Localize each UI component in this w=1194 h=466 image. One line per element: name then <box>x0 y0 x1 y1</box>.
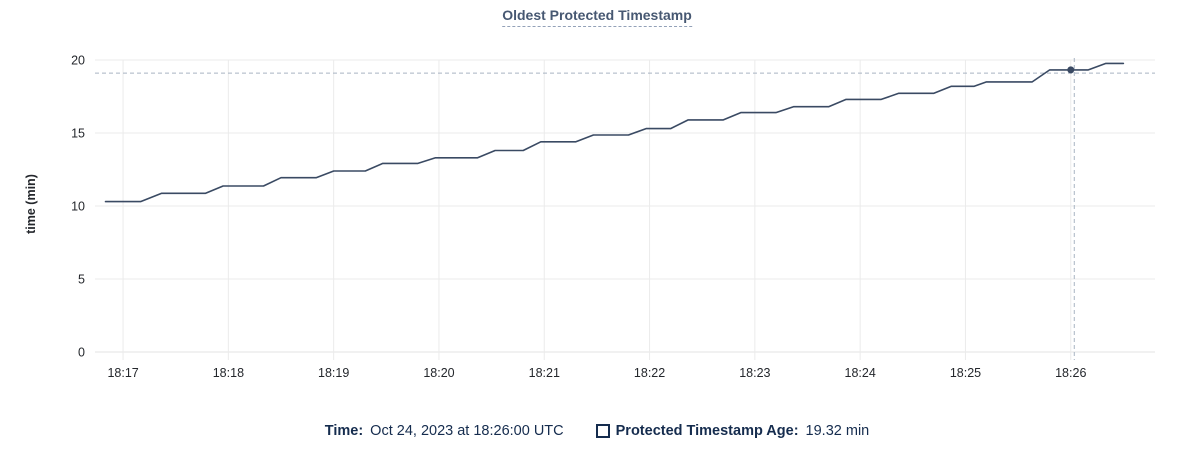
x-tick-label: 18:18 <box>213 366 244 380</box>
y-tick-label: 0 <box>78 346 85 360</box>
legend-time-label: Time: <box>324 423 364 439</box>
chart-legend: Time: Oct 24, 2023 at 18:26:00 UTC Prote… <box>0 423 1194 439</box>
chart-plot-area[interactable]: 0 5 10 15 20 18:17 18:18 18:19 18:20 18:21 18:22 18… <box>0 0 1194 400</box>
x-tick-label: 18:20 <box>423 366 454 380</box>
y-tick-label: 5 <box>78 273 85 287</box>
series-line <box>104 62 1125 203</box>
x-tick-label: 18:22 <box>634 366 665 380</box>
y-tick-label: 15 <box>71 127 85 141</box>
x-tick-label: 18:25 <box>950 366 981 380</box>
legend-series-value: 19.32 min <box>805 423 870 439</box>
legend-series-label: Protected Timestamp Age: <box>615 423 799 439</box>
x-tick-label: 18:24 <box>845 366 876 380</box>
legend-series-item[interactable]: Protected Timestamp Age: 19.32 min <box>595 423 870 439</box>
x-tick-label: 18:26 <box>1055 366 1086 380</box>
x-tick-label: 18:19 <box>318 366 349 380</box>
x-tick-label: 18:23 <box>739 366 770 380</box>
y-tick-label: 20 <box>71 54 85 68</box>
legend-time-item: Time: Oct 24, 2023 at 18:26:00 UTC <box>325 423 564 439</box>
chart-title[interactable]: Oldest Protected Timestamp <box>502 7 692 27</box>
legend-time-value: Oct 24, 2023 at 18:26:00 UTC <box>370 423 564 439</box>
y-tick-label: 10 <box>71 200 85 214</box>
series-swatch-icon <box>595 424 610 438</box>
hover-point <box>1067 66 1075 74</box>
x-tick-label: 18:17 <box>107 366 138 380</box>
x-tick-label: 18:21 <box>529 366 560 380</box>
